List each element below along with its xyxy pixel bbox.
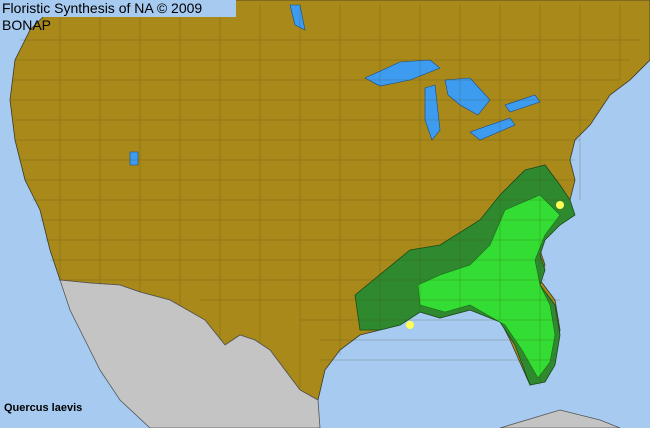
land-cuba — [499, 409, 621, 428]
county-grid — [12, 5, 640, 390]
great-lakes — [129, 4, 541, 166]
record-marker — [406, 321, 414, 329]
record-marker — [556, 201, 564, 209]
land-mexico — [59, 279, 321, 428]
range-county-level — [417, 194, 561, 379]
species-label: Quercus laevis — [4, 402, 83, 414]
map-title: Floristic Synthesis of NA © 2009 BONAP — [0, 0, 236, 33]
